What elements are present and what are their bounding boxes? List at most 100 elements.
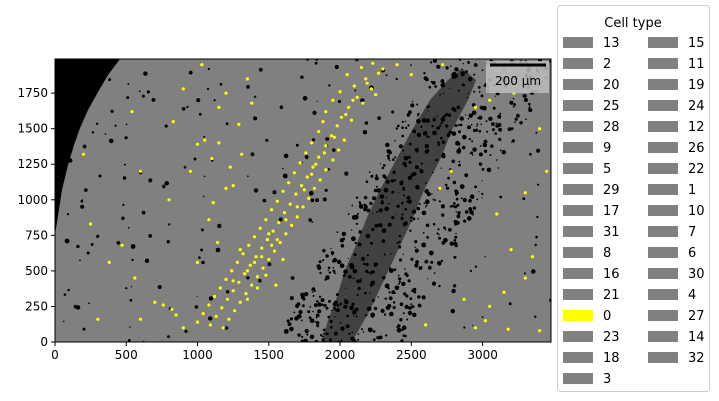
dark-speck <box>367 327 373 333</box>
dark-speck <box>56 95 62 101</box>
dark-speck <box>402 149 405 152</box>
cell-point <box>277 220 281 225</box>
dark-speck <box>478 115 483 120</box>
dark-speck <box>343 269 348 275</box>
dark-speck <box>512 97 515 100</box>
dark-speck <box>289 326 294 332</box>
dark-speck <box>334 272 336 275</box>
cell-point <box>240 152 244 156</box>
dark-speck <box>416 132 421 137</box>
dark-speck <box>363 195 368 200</box>
dark-speck <box>419 168 422 171</box>
legend-label: 2 <box>603 57 611 72</box>
dark-speck <box>388 291 391 294</box>
dark-speck <box>421 242 427 248</box>
dark-speck <box>141 94 145 98</box>
dark-speck <box>389 267 392 270</box>
dark-speck <box>311 291 314 293</box>
dark-speck <box>374 176 379 181</box>
dark-speck <box>213 99 216 102</box>
cell-point <box>347 105 351 109</box>
legend-swatch <box>563 121 593 132</box>
dark-speck <box>387 222 392 227</box>
dark-speck <box>308 218 313 222</box>
dark-speck <box>82 68 85 70</box>
dark-speck <box>450 65 452 67</box>
cell-point <box>312 186 316 190</box>
dark-speck <box>331 309 333 312</box>
legend-swatch <box>648 310 678 321</box>
y-tick-label: 1000 <box>17 193 48 207</box>
dark-speck <box>317 302 322 307</box>
dark-speck <box>403 221 408 226</box>
dark-speck <box>321 335 324 338</box>
dark-speck <box>340 244 345 248</box>
cell-point <box>530 255 535 259</box>
dark-speck <box>484 256 486 258</box>
cell-point <box>221 326 225 330</box>
dark-speck <box>317 309 322 314</box>
cell-point <box>203 138 207 142</box>
dark-speck <box>481 192 484 196</box>
legend-swatch <box>648 79 678 90</box>
dark-speck <box>459 123 463 127</box>
x-tick-label: 1500 <box>254 348 285 362</box>
cell-point <box>270 243 274 247</box>
dark-speck <box>86 251 90 255</box>
dark-speck <box>350 229 353 231</box>
dark-speck <box>202 195 205 198</box>
dark-speck <box>402 194 405 197</box>
dark-speck <box>457 142 461 146</box>
cell-point <box>264 273 268 277</box>
dark-speck <box>424 182 427 185</box>
cell-point <box>237 122 241 126</box>
cell-point <box>224 186 228 190</box>
dark-speck <box>412 129 417 134</box>
legend-swatch <box>648 289 678 300</box>
dark-speck <box>401 213 404 216</box>
dark-speck <box>476 125 478 127</box>
dark-speck <box>429 136 431 138</box>
dark-speck <box>451 204 455 208</box>
dark-speck <box>421 266 423 268</box>
dark-speck <box>426 192 431 197</box>
dark-speck <box>278 217 283 222</box>
dark-speck <box>91 131 95 134</box>
dark-speck <box>398 235 401 238</box>
cell-point <box>207 303 211 307</box>
cell-point <box>301 205 305 209</box>
dark-speck <box>148 234 153 238</box>
dark-speck <box>414 263 419 268</box>
cell-point <box>369 87 373 91</box>
dark-speck <box>463 326 466 329</box>
dark-speck <box>371 227 375 232</box>
dark-speck <box>389 311 394 317</box>
cell-point <box>351 98 355 102</box>
legend-swatch <box>563 268 593 279</box>
dark-speck <box>478 162 483 166</box>
dark-speck <box>440 204 445 209</box>
dark-speck <box>60 90 64 94</box>
cell-point <box>138 317 143 321</box>
dark-speck <box>407 279 411 283</box>
cell-point <box>231 279 235 283</box>
dark-speck <box>206 88 210 91</box>
dark-speck <box>386 154 390 158</box>
dark-speck <box>356 279 360 284</box>
cell-point <box>138 169 143 173</box>
cell-point <box>233 309 237 313</box>
dark-speck <box>470 151 473 155</box>
dark-speck <box>352 269 358 274</box>
cell-point <box>361 101 365 105</box>
dark-speck <box>472 206 477 210</box>
dark-speck <box>468 138 471 141</box>
dark-speck <box>535 235 538 239</box>
dark-speck <box>374 223 379 228</box>
cell-point <box>538 127 542 131</box>
dark-speck <box>406 318 409 321</box>
dark-speck <box>467 125 471 130</box>
dark-speck <box>481 180 483 182</box>
dark-speck <box>286 319 290 323</box>
dark-speck <box>436 115 439 118</box>
dark-speck <box>453 108 457 112</box>
